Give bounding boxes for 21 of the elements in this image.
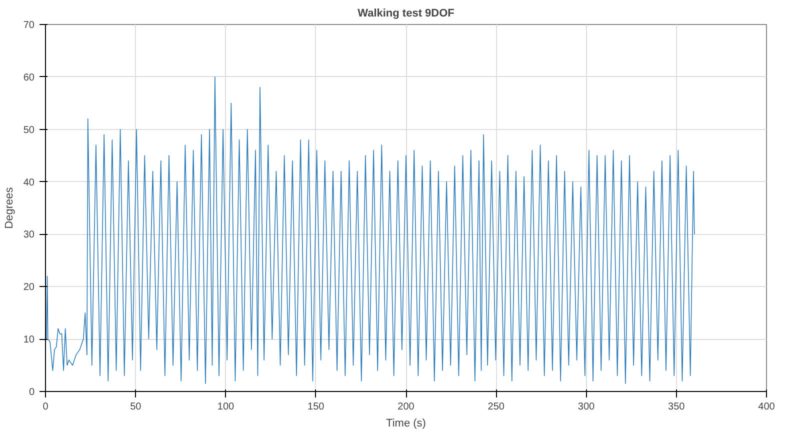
y-tick-label: 40: [23, 177, 35, 188]
x-tick-label: 100: [217, 402, 235, 412]
x-tick-label: 400: [758, 402, 776, 412]
y-tick-label: 50: [23, 124, 35, 136]
x-tick-label: 200: [398, 402, 415, 412]
x-tick-label: 50: [130, 402, 142, 412]
y-tick-label: 10: [23, 334, 35, 346]
chart-title: Walking test 9DOF: [358, 8, 455, 20]
x-tick-label: 0: [42, 402, 49, 412]
x-tick-label: 150: [308, 402, 325, 412]
y-tick-label: 60: [23, 72, 35, 84]
y-tick-label: 70: [23, 20, 35, 31]
y-tick-label: 0: [28, 387, 35, 398]
x-axis-title: Time (s): [386, 418, 426, 430]
x-tick-label: 250: [488, 402, 505, 412]
y-axis-title: Degrees: [3, 186, 16, 229]
x-tick-label: 300: [578, 402, 596, 412]
line-series: [46, 76, 695, 384]
y-tick-label: 20: [23, 282, 35, 294]
x-tick-label: 350: [668, 402, 686, 412]
y-tick-label: 30: [23, 230, 35, 241]
